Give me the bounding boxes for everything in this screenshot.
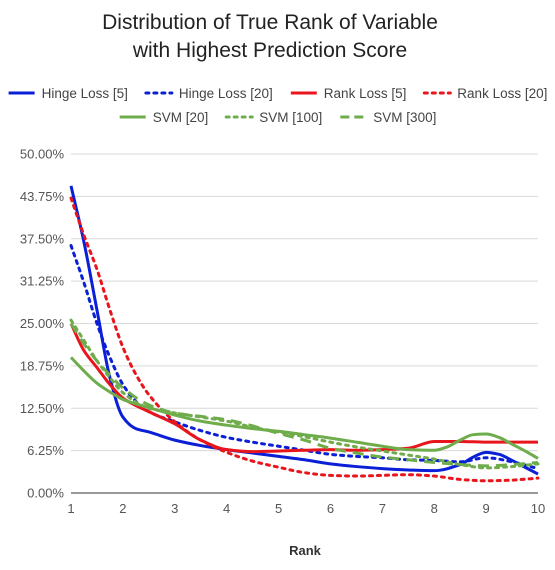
y-tick-label: 25.00% [20, 316, 65, 331]
series-line-6 [69, 322, 539, 468]
legend-item: Hinge Loss [5] [8, 86, 128, 101]
legend-label: SVM [20] [153, 110, 209, 125]
series-line-2 [69, 322, 538, 454]
legend-label: Hinge Loss [5] [42, 86, 128, 101]
x-tick-label: 4 [223, 501, 230, 516]
x-tick-label: 9 [482, 501, 489, 516]
legend-item: SVM [100] [224, 110, 322, 125]
x-tick-label: 7 [379, 501, 386, 516]
series-line-3 [69, 196, 540, 483]
y-tick-label: 18.75% [20, 358, 65, 373]
chart-title: Distribution of True Rank of Variable wi… [102, 11, 438, 62]
x-tick-label: 6 [327, 501, 334, 516]
legend-item: SVM [300] [340, 110, 436, 125]
chart-title-line-2: with Highest Prediction Score [132, 39, 407, 62]
legend-item: Rank Loss [5] [290, 86, 407, 101]
y-tick-label: 50.00% [20, 147, 65, 162]
y-tick-label: 31.25% [20, 274, 65, 289]
x-tick-label: 1 [67, 501, 74, 516]
x-axis-tick-labels: 1 2 3 4 5 6 7 8 9 10 [67, 501, 545, 516]
legend-label: SVM [300] [373, 110, 436, 125]
y-tick-label: 0.00% [27, 486, 64, 501]
legend-item: Rank Loss [20] [422, 86, 547, 101]
x-axis-label: Rank [289, 543, 322, 558]
legend-label: SVM [100] [259, 110, 322, 125]
x-tick-label: 3 [171, 501, 178, 516]
legend-item: Hinge Loss [20] [144, 86, 273, 101]
legend-item: SVM [20] [119, 110, 209, 125]
y-tick-label: 6.25% [27, 443, 64, 458]
x-tick-label: 10 [531, 501, 545, 516]
series-line-0 [69, 185, 539, 476]
y-axis-tick-labels: 0.00% 6.25% 12.50% 18.75% 25.00% 31.25% 37.50%… [20, 147, 65, 501]
series-line-5 [69, 318, 540, 470]
chart-title-line-1: Distribution of True Rank of Variable [102, 11, 438, 34]
y-tick-label: 12.50% [20, 401, 65, 416]
series-lines [69, 185, 540, 483]
legend-label: Hinge Loss [20] [179, 86, 273, 101]
legend: Hinge Loss [5] Hinge Loss [20] Rank Loss [… [8, 86, 547, 125]
y-tick-label: 37.50% [20, 231, 65, 246]
x-tick-label: 5 [275, 501, 282, 516]
x-tick-label: 8 [431, 501, 438, 516]
legend-label: Rank Loss [20] [457, 86, 547, 101]
x-tick-label: 2 [119, 501, 126, 516]
series-line-4 [69, 356, 539, 460]
y-tick-label: 43.75% [20, 189, 65, 204]
legend-label: Rank Loss [5] [324, 86, 407, 101]
